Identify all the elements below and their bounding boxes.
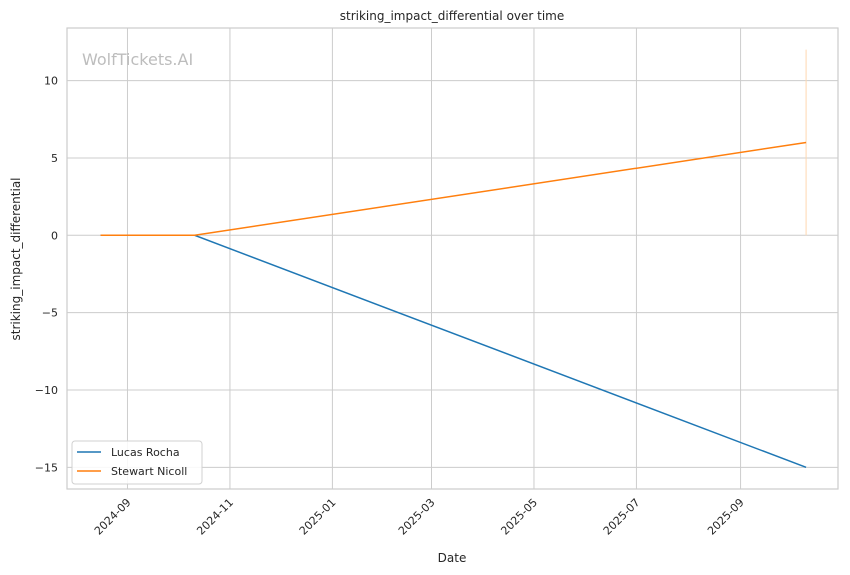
x-tick-label: 2025-09 [705,496,747,538]
y-tick-label: 10 [44,75,58,88]
y-axis-label: striking_impact_differential [9,177,23,340]
x-tick-label: 2025-05 [498,496,540,538]
y-tick-label: −5 [42,307,58,320]
y-tick-label: −15 [35,461,58,474]
legend-label-stewart-nicoll: Stewart Nicoll [111,465,187,478]
y-tick-label: −10 [35,384,58,397]
legend-box [71,440,203,485]
watermark: WolfTickets.AI [82,50,193,69]
x-tick-label: 2025-07 [601,496,643,538]
x-tick-label: 2025-03 [396,496,438,538]
series-line-stewart-nicoll [100,141,807,237]
x-axis-label: Date [438,551,467,565]
y-tick-label: 0 [51,229,58,242]
grid [67,28,838,489]
legend: Lucas Rocha Stewart Nicoll [71,440,203,485]
series-lines [100,49,807,469]
x-tick-label: 2024-11 [194,496,236,538]
chart-title: striking_impact_differential over time [340,9,565,23]
x-tick-label: 2024-09 [92,496,134,538]
x-tick-label: 2025-01 [297,496,339,538]
y-tick-label: 5 [51,152,58,165]
legend-label-lucas-rocha: Lucas Rocha [111,446,180,459]
plot-area [66,27,839,490]
